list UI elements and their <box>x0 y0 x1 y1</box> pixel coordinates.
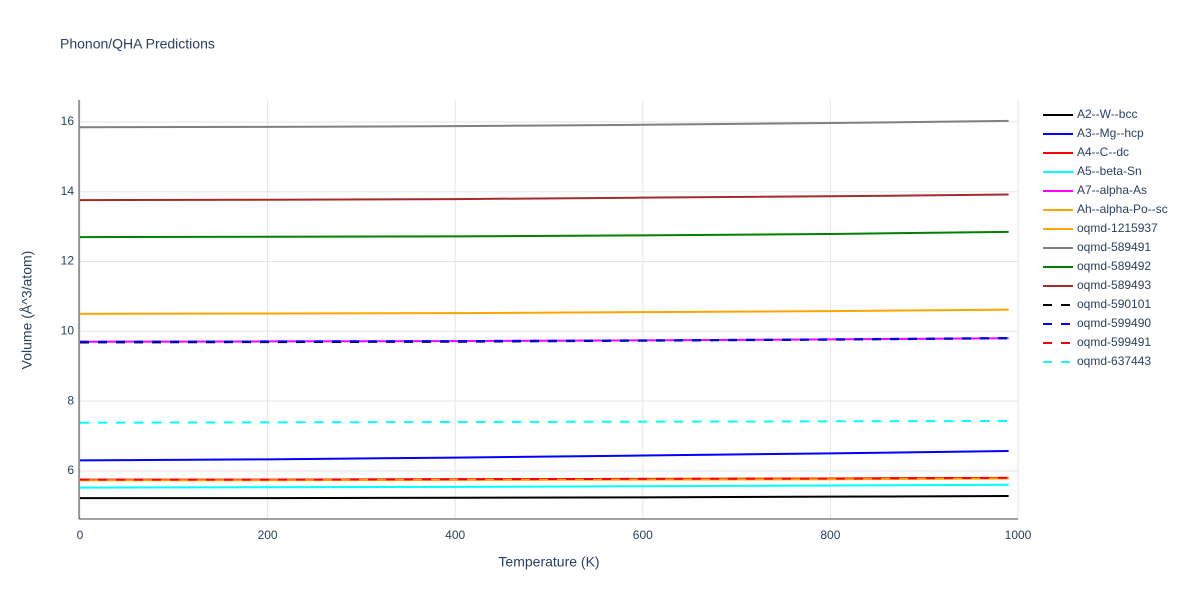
legend-label: A3--Mg--hcp <box>1077 126 1144 140</box>
legend-label: oqmd-589491 <box>1077 240 1151 254</box>
series-line <box>79 483 1009 489</box>
series-line <box>79 193 1009 202</box>
series-line <box>79 119 1009 129</box>
legend-label: A5--beta-Sn <box>1077 164 1142 178</box>
series-line <box>79 230 1009 239</box>
legend-label: oqmd-1215937 <box>1077 221 1158 235</box>
x-tick-label: 1000 <box>1005 528 1032 542</box>
x-tick-label: 0 <box>77 528 84 542</box>
chart-title: Phonon/QHA Predictions <box>60 36 215 52</box>
series-line <box>79 308 1009 315</box>
legend-label: Ah--alpha-Po--sc <box>1077 202 1168 216</box>
series-line <box>80 476 1009 481</box>
x-tick-label: 200 <box>258 528 278 542</box>
series-line <box>80 494 1009 500</box>
series-line <box>79 336 1009 343</box>
x-tick-label: 600 <box>633 528 653 542</box>
series-line <box>79 419 1009 424</box>
legend-label: oqmd-590101 <box>1077 297 1151 311</box>
x-axis-title: Temperature (K) <box>498 554 599 570</box>
legend-label: oqmd-599491 <box>1077 335 1151 349</box>
x-tick-label: 400 <box>445 528 465 542</box>
y-tick-label: 14 <box>61 184 75 198</box>
y-axis-title: Volume (Å^3/atom) <box>19 251 35 370</box>
legend-label: A4--C--dc <box>1077 145 1129 159</box>
series-line <box>79 337 1009 343</box>
series-line <box>79 449 1009 462</box>
y-tick-label: 16 <box>61 114 75 128</box>
legend-label: oqmd-637443 <box>1077 354 1151 368</box>
y-tick-label: 10 <box>61 323 75 337</box>
y-tick-label: 12 <box>61 254 75 268</box>
legend-label: A7--alpha-As <box>1077 183 1147 197</box>
y-tick-label: 6 <box>67 463 74 477</box>
legend-label: oqmd-589493 <box>1077 278 1151 292</box>
legend-label: oqmd-589492 <box>1077 259 1151 273</box>
legend-label: A2--W--bcc <box>1077 107 1137 121</box>
x-tick-label: 800 <box>820 528 840 542</box>
legend-label: oqmd-599490 <box>1077 316 1151 330</box>
y-tick-label: 8 <box>67 393 74 407</box>
